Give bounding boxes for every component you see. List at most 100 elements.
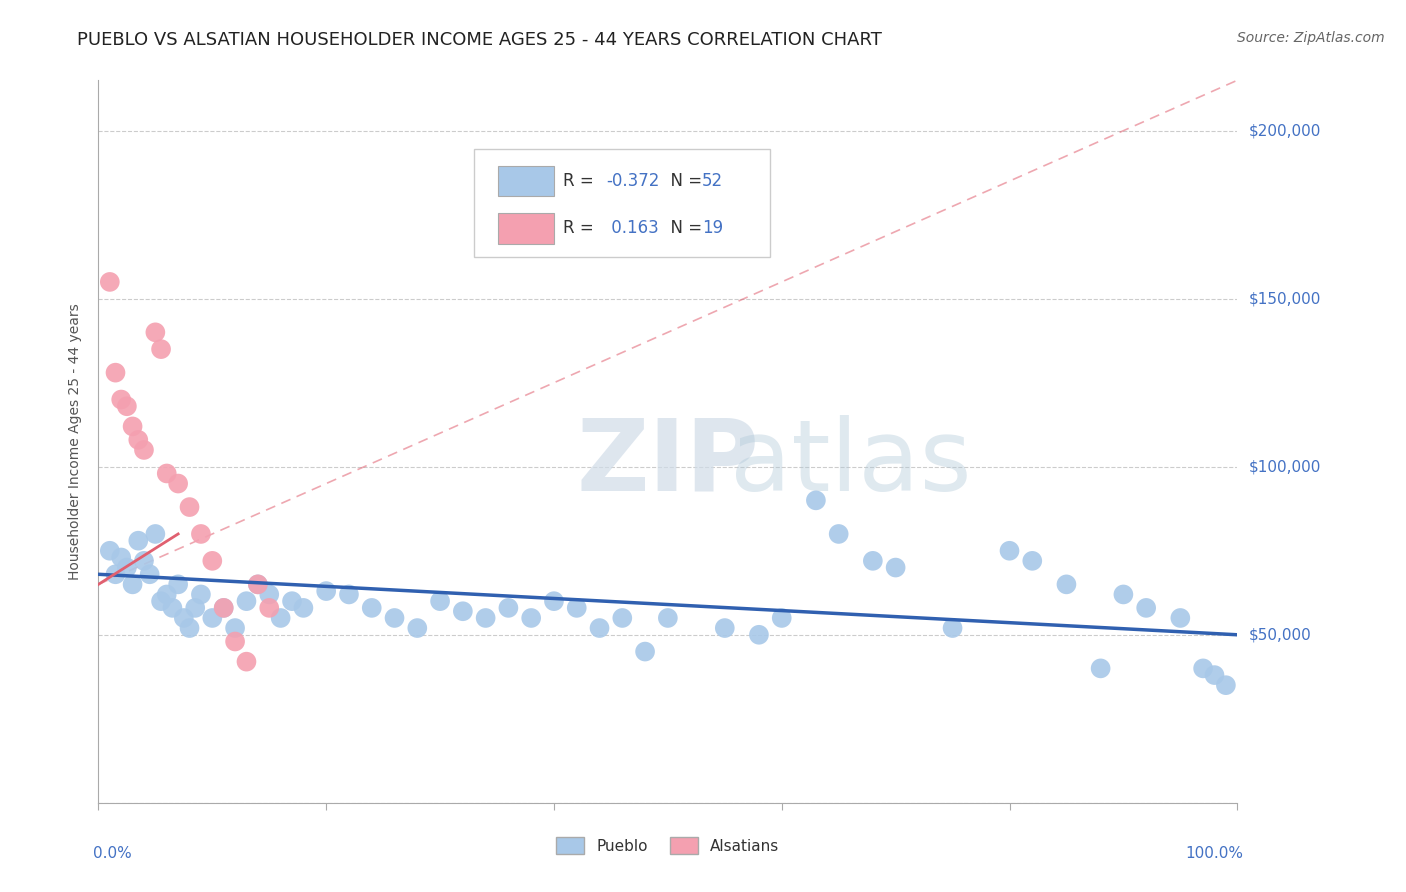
Point bbox=[156, 587, 179, 601]
FancyBboxPatch shape bbox=[498, 213, 554, 244]
Point bbox=[565, 600, 588, 615]
Point bbox=[1056, 577, 1078, 591]
Point bbox=[184, 600, 207, 615]
Point bbox=[150, 594, 173, 608]
Point bbox=[406, 621, 429, 635]
Point bbox=[104, 366, 127, 380]
Point bbox=[127, 533, 149, 548]
Point bbox=[179, 500, 201, 514]
Point bbox=[138, 567, 160, 582]
Text: 100.0%: 100.0% bbox=[1185, 847, 1243, 861]
Point bbox=[190, 587, 212, 601]
Point bbox=[121, 419, 143, 434]
Point bbox=[98, 275, 121, 289]
Point bbox=[110, 392, 132, 407]
Point bbox=[1112, 587, 1135, 601]
Point bbox=[224, 621, 246, 635]
Point bbox=[770, 611, 793, 625]
Point bbox=[212, 600, 235, 615]
Text: 0.0%: 0.0% bbox=[93, 847, 132, 861]
Point bbox=[145, 326, 167, 340]
Point bbox=[259, 587, 281, 601]
Text: $50,000: $50,000 bbox=[1249, 627, 1312, 642]
Text: ZIP: ZIP bbox=[576, 415, 759, 512]
Point bbox=[337, 587, 360, 601]
Text: N =: N = bbox=[659, 172, 707, 190]
Point bbox=[156, 467, 179, 481]
Point bbox=[201, 611, 224, 625]
Point bbox=[998, 543, 1021, 558]
FancyBboxPatch shape bbox=[474, 149, 770, 257]
Point bbox=[162, 600, 184, 615]
Point bbox=[98, 543, 121, 558]
Point bbox=[634, 644, 657, 658]
Point bbox=[145, 527, 167, 541]
Point bbox=[224, 634, 246, 648]
Point bbox=[235, 594, 257, 608]
Point bbox=[104, 567, 127, 582]
Text: atlas: atlas bbox=[731, 415, 972, 512]
Text: PUEBLO VS ALSATIAN HOUSEHOLDER INCOME AGES 25 - 44 YEARS CORRELATION CHART: PUEBLO VS ALSATIAN HOUSEHOLDER INCOME AG… bbox=[77, 31, 882, 49]
Point bbox=[862, 554, 884, 568]
Point bbox=[714, 621, 737, 635]
Point bbox=[543, 594, 565, 608]
Point bbox=[1170, 611, 1192, 625]
Point bbox=[127, 433, 149, 447]
Point bbox=[246, 577, 269, 591]
Text: 0.163: 0.163 bbox=[606, 219, 659, 237]
Point bbox=[360, 600, 382, 615]
Text: R =: R = bbox=[562, 219, 599, 237]
Point bbox=[167, 577, 190, 591]
Point bbox=[942, 621, 965, 635]
Point bbox=[115, 399, 138, 413]
Point bbox=[384, 611, 406, 625]
Point bbox=[1090, 661, 1112, 675]
Text: 19: 19 bbox=[702, 219, 723, 237]
Point bbox=[588, 621, 610, 635]
Text: 52: 52 bbox=[702, 172, 723, 190]
Point bbox=[270, 611, 292, 625]
Point bbox=[474, 611, 496, 625]
Point bbox=[132, 442, 155, 457]
Point bbox=[173, 611, 195, 625]
Point bbox=[1192, 661, 1215, 675]
Point bbox=[828, 527, 851, 541]
Point bbox=[201, 554, 224, 568]
Point bbox=[520, 611, 543, 625]
Point bbox=[281, 594, 304, 608]
Point bbox=[804, 493, 827, 508]
Text: $150,000: $150,000 bbox=[1249, 291, 1320, 306]
Point bbox=[212, 600, 235, 615]
Point bbox=[235, 655, 257, 669]
Point bbox=[115, 560, 138, 574]
Point bbox=[1215, 678, 1237, 692]
Point bbox=[451, 604, 474, 618]
Point bbox=[498, 600, 520, 615]
Legend: Pueblo, Alsatians: Pueblo, Alsatians bbox=[550, 831, 786, 860]
Point bbox=[612, 611, 634, 625]
Point bbox=[429, 594, 451, 608]
Point bbox=[315, 584, 337, 599]
Point bbox=[292, 600, 315, 615]
Text: -0.372: -0.372 bbox=[606, 172, 659, 190]
Point bbox=[167, 476, 190, 491]
Point bbox=[150, 342, 173, 356]
Text: R =: R = bbox=[562, 172, 599, 190]
Point bbox=[657, 611, 679, 625]
Point bbox=[121, 577, 143, 591]
Point bbox=[246, 577, 269, 591]
Point bbox=[259, 600, 281, 615]
Y-axis label: Householder Income Ages 25 - 44 years: Householder Income Ages 25 - 44 years bbox=[69, 303, 83, 580]
Text: $200,000: $200,000 bbox=[1249, 123, 1320, 138]
Point bbox=[1135, 600, 1157, 615]
Point bbox=[132, 554, 155, 568]
Point bbox=[1021, 554, 1043, 568]
Point bbox=[884, 560, 907, 574]
Point bbox=[190, 527, 212, 541]
FancyBboxPatch shape bbox=[498, 166, 554, 196]
Point bbox=[179, 621, 201, 635]
Point bbox=[1204, 668, 1226, 682]
Text: $100,000: $100,000 bbox=[1249, 459, 1320, 475]
Point bbox=[748, 628, 770, 642]
Text: N =: N = bbox=[659, 219, 707, 237]
